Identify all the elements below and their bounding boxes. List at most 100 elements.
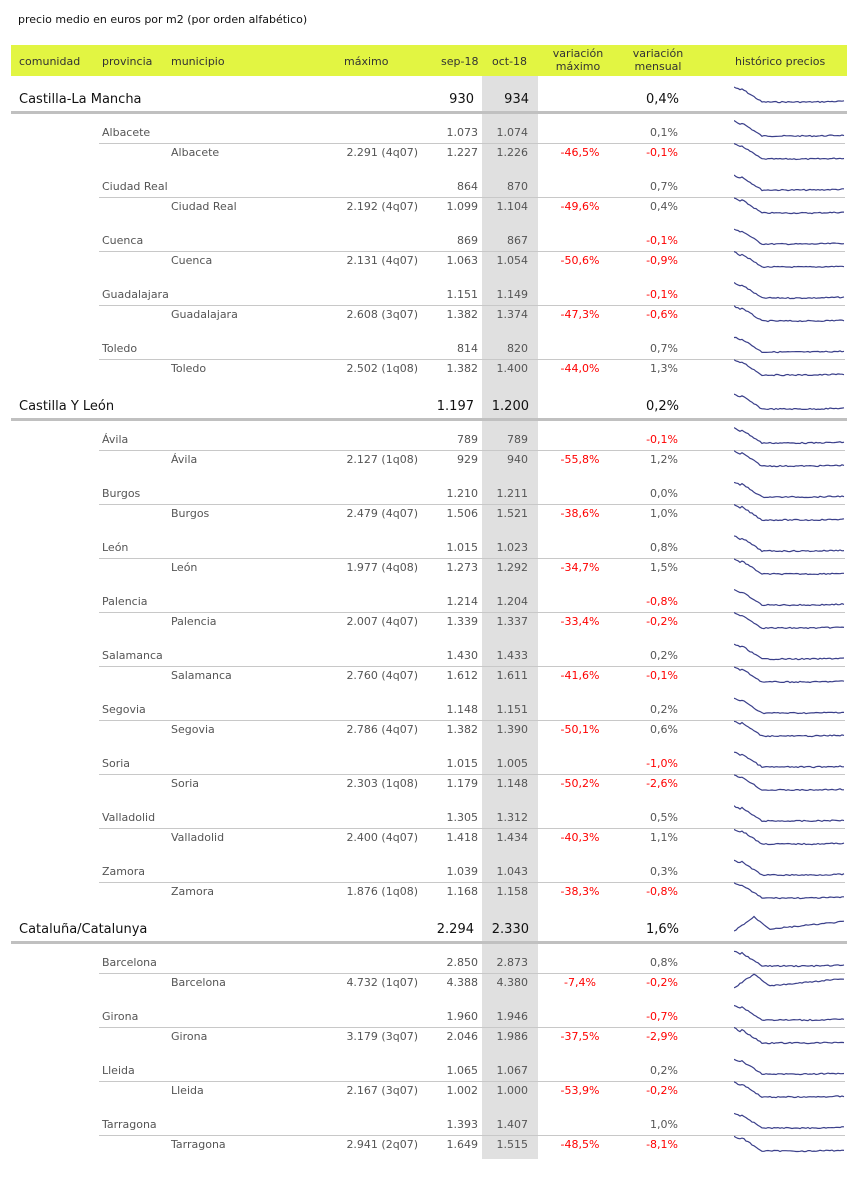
price-history-sparkline	[734, 1004, 845, 1022]
provincia-name[interactable]: Palencia	[102, 595, 148, 608]
municipio-oct: 1.226	[496, 146, 529, 159]
provincia-name[interactable]: Burgos	[102, 487, 141, 500]
sparkline-line	[734, 1112, 845, 1130]
header-provincia[interactable]: provincia	[102, 55, 153, 68]
provincia-name[interactable]: Guadalajara	[102, 288, 169, 301]
municipio-var-maximo: -50,1%	[560, 723, 600, 736]
sparkline-line	[734, 859, 845, 877]
comunidad-name[interactable]: Cataluña/Catalunya	[19, 922, 148, 937]
municipio-oct: 4.380	[496, 976, 529, 989]
municipio-sep: 1.382	[446, 362, 479, 375]
municipio-oct: 1.434	[496, 831, 529, 844]
provincia-name[interactable]: Salamanca	[102, 649, 163, 662]
provincia-name[interactable]: Barcelona	[102, 956, 157, 969]
municipio-name[interactable]: Zamora	[171, 885, 214, 898]
provincia-oct: 1.407	[496, 1118, 529, 1131]
header-maximo[interactable]: máximo	[344, 55, 389, 68]
provincia-divider	[99, 558, 845, 559]
provincia-var-mensual: 0,5%	[650, 811, 678, 824]
price-history-sparkline	[734, 336, 845, 354]
price-history-sparkline	[734, 503, 845, 522]
price-history-sparkline	[734, 228, 845, 246]
provincia-name[interactable]: Segovia	[102, 703, 146, 716]
provincia-sep: 1.151	[446, 288, 479, 301]
municipio-name[interactable]: Segovia	[171, 723, 215, 736]
header-variacion-maximo[interactable]: variación máximo	[552, 47, 604, 73]
municipio-name[interactable]: Guadalajara	[171, 308, 238, 321]
municipio-name[interactable]: Tarragona	[171, 1138, 226, 1151]
municipio-name[interactable]: Soria	[171, 777, 200, 790]
municipio-maximo: 4.732 (1q07)	[346, 976, 418, 989]
provincia-divider	[99, 143, 845, 144]
provincia-sep: 1.393	[446, 1118, 479, 1131]
provincia-sep: 1.015	[446, 541, 479, 554]
price-history-sparkline	[734, 427, 845, 445]
header-comunidad[interactable]: comunidad	[19, 55, 81, 68]
provincia-name[interactable]: Valladolid	[102, 811, 156, 824]
municipio-var-maximo: -41,6%	[560, 669, 600, 682]
provincia-var-mensual: 0,2%	[650, 649, 678, 662]
provincia-name[interactable]: Ciudad Real	[102, 180, 168, 193]
municipio-sep: 1.339	[446, 615, 479, 628]
provincia-name[interactable]: Ávila	[102, 433, 129, 446]
provincia-var-mensual: 0,8%	[650, 541, 678, 554]
comunidad-oct: 2.330	[491, 922, 529, 937]
provincia-name[interactable]: Lleida	[102, 1064, 135, 1077]
municipio-var-maximo: -53,9%	[560, 1084, 600, 1097]
provincia-name[interactable]: Toledo	[102, 342, 138, 355]
header-variacion-mensual[interactable]: variación mensual	[632, 47, 684, 73]
provincia-name[interactable]: Albacete	[102, 126, 151, 139]
municipio-name[interactable]: Valladolid	[171, 831, 225, 844]
municipio-name[interactable]: Burgos	[171, 507, 210, 520]
municipio-name[interactable]: León	[171, 561, 198, 574]
municipio-name[interactable]: Toledo	[171, 362, 207, 375]
header-municipio[interactable]: municipio	[171, 55, 225, 68]
sparkline-line	[734, 1081, 845, 1099]
price-history-sparkline	[734, 859, 845, 877]
municipio-name[interactable]: Barcelona	[171, 976, 226, 989]
municipio-name[interactable]: Lleida	[171, 1084, 204, 1097]
provincia-oct: 1.312	[496, 811, 529, 824]
sparkline-line	[734, 251, 845, 269]
municipio-name[interactable]: Ávila	[171, 453, 198, 466]
comunidad-name[interactable]: Castilla Y León	[19, 399, 115, 414]
page-title: precio medio en euros por m2 (por orden …	[18, 13, 308, 26]
provincia-name[interactable]: Tarragona	[102, 1118, 157, 1131]
municipio-var-mensual: 0,4%	[650, 200, 678, 213]
provincia-name[interactable]: Zamora	[102, 865, 145, 878]
provincia-name[interactable]: Cuenca	[102, 234, 144, 247]
municipio-name[interactable]: Salamanca	[171, 669, 232, 682]
provincia-sep: 1.430	[446, 649, 479, 662]
header-oct[interactable]: oct-18	[492, 55, 528, 68]
municipio-var-maximo: -7,4%	[564, 976, 596, 989]
provincia-name[interactable]: Soria	[102, 757, 131, 770]
provincia-var-mensual: -0,1%	[646, 234, 678, 247]
municipio-var-maximo: -40,3%	[560, 831, 600, 844]
header-sep[interactable]: sep-18	[441, 55, 479, 68]
price-history-sparkline	[734, 1081, 845, 1099]
municipio-var-maximo: -55,8%	[560, 453, 600, 466]
municipio-name[interactable]: Albacete	[171, 146, 220, 159]
provincia-name[interactable]: Girona	[102, 1010, 139, 1023]
municipio-sep: 1.179	[446, 777, 479, 790]
municipio-sep: 1.382	[446, 723, 479, 736]
comunidad-divider	[11, 418, 847, 421]
comunidad-name[interactable]: Castilla-La Mancha	[19, 92, 142, 107]
sparkline-line	[734, 305, 845, 323]
municipio-name[interactable]: Girona	[171, 1030, 208, 1043]
municipio-maximo: 2.760 (4q07)	[346, 669, 418, 682]
municipio-name[interactable]: Palencia	[171, 615, 217, 628]
provincia-divider	[99, 828, 845, 829]
municipio-var-maximo: -44,0%	[560, 362, 600, 375]
provincia-oct: 1.149	[496, 288, 529, 301]
municipio-name[interactable]: Ciudad Real	[171, 200, 237, 213]
municipio-oct: 1.158	[496, 885, 529, 898]
sparkline-line	[734, 86, 845, 104]
municipio-name[interactable]: Cuenca	[171, 254, 213, 267]
municipio-var-mensual: -0,2%	[646, 976, 678, 989]
municipio-oct: 1.611	[496, 669, 529, 682]
provincia-name[interactable]: León	[102, 541, 129, 554]
provincia-var-mensual: -0,7%	[646, 1010, 678, 1023]
sparkline-line	[734, 282, 845, 300]
